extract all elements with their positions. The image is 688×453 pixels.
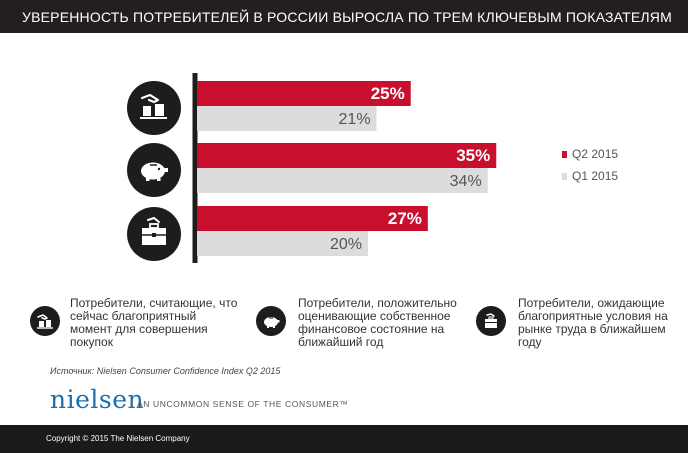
bar-value-label: 35% <box>456 146 490 165</box>
bar-q1 <box>197 106 377 131</box>
description-line: ближайший год <box>298 335 384 349</box>
bar-q2 <box>197 143 497 168</box>
bar-q1 <box>197 231 368 256</box>
description-line: рынке труда в ближайшем <box>518 322 666 336</box>
description-purchases: Потребители, считающие, что сейчас благо… <box>70 297 245 349</box>
legend-label: Q1 2015 <box>572 169 618 183</box>
description-line: Потребители, считающие, что <box>70 296 238 310</box>
briefcase-icon <box>127 207 181 261</box>
description-line: покупок <box>70 335 113 349</box>
legend-label: Q2 2015 <box>572 147 618 161</box>
page-title: УВЕРЕННОСТЬ ПОТРЕБИТЕЛЕЙ В РОССИИ ВЫРОСЛ… <box>22 9 672 25</box>
description-line: благоприятные условия на <box>518 309 668 323</box>
chart-legend: Q2 2015 Q1 2015 <box>562 147 618 183</box>
title-bar: УВЕРЕННОСТЬ ПОТРЕБИТЕЛЕЙ В РОССИИ ВЫРОСЛ… <box>0 0 688 33</box>
description-line: сейчас благоприятный <box>70 309 197 323</box>
bar-chart: 25% 35% 27% 21% 34% 20% Q2 2015 Q1 2015 <box>127 73 618 263</box>
category-icons <box>127 81 181 261</box>
bar-q2 <box>197 206 428 231</box>
bars: 25% 35% 27% 21% 34% 20% <box>197 81 497 256</box>
bar-value-label: 34% <box>450 173 482 190</box>
source-note: Источник: Nielsen Consumer Confidence In… <box>50 366 281 376</box>
bar-q2 <box>197 81 411 106</box>
brand-tagline: AN UNCOMMON SENSE OF THE CONSUMER™ <box>137 399 349 409</box>
description-finances: Потребители, положительно оценивающие со… <box>298 297 473 349</box>
copyright-text: Copyright © 2015 The Nielsen Company <box>46 434 190 443</box>
description-line: финансовое состояние на <box>298 322 445 336</box>
legend-swatch <box>562 151 567 158</box>
description-job-market: Потребители, ожидающие благоприятные усл… <box>518 297 678 349</box>
description-line: Потребители, положительно <box>298 296 457 310</box>
bar-value-label: 25% <box>371 84 405 103</box>
bar-value-label: 20% <box>330 236 362 253</box>
description-line: году <box>518 335 542 349</box>
footer: Copyright © 2015 The Nielsen Company <box>0 425 688 453</box>
shopping-hand-icon <box>127 81 181 135</box>
briefcase-icon <box>476 306 506 336</box>
description-line: Потребители, ожидающие <box>518 296 665 310</box>
bar-value-label: 21% <box>339 111 371 128</box>
piggy-bank-icon <box>256 306 286 336</box>
bar-value-label: 27% <box>388 209 422 228</box>
nielsen-logo: nielsen <box>50 385 145 414</box>
description-line: оценивающие собственное <box>298 309 451 323</box>
bar-q1 <box>197 168 488 193</box>
shopping-hand-icon <box>30 306 60 336</box>
piggy-bank-icon <box>127 143 181 197</box>
description-line: момент для совершения <box>70 322 208 336</box>
legend-swatch <box>562 173 567 180</box>
